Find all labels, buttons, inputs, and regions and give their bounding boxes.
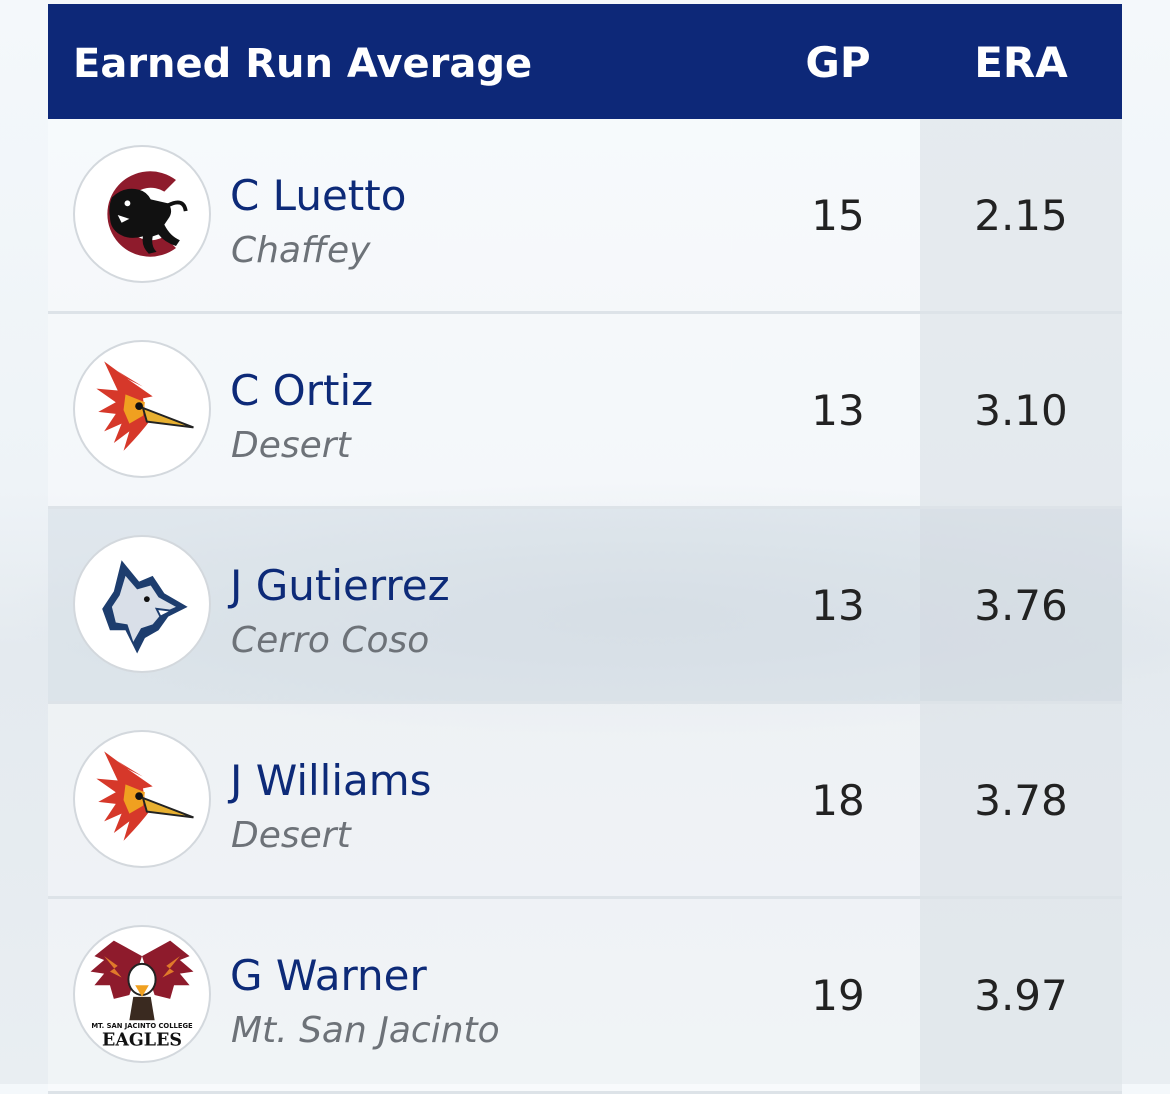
table-row[interactable]: J Williams Desert 18 3.78 <box>48 704 1122 899</box>
era-value: 3.10 <box>974 386 1068 435</box>
panther-logo-icon <box>73 145 211 283</box>
era-cell-background <box>920 119 1122 311</box>
era-cell-background <box>920 704 1122 896</box>
svg-text:EAGLES: EAGLES <box>102 1030 182 1050</box>
table-row[interactable]: J Gutierrez Cerro Coso 13 3.76 <box>48 509 1122 704</box>
games-played-value: 13 <box>811 386 865 435</box>
team-name: Cerro Coso <box>231 620 430 661</box>
team-name: Desert <box>231 815 351 856</box>
column-header-era[interactable]: ERA <box>974 38 1068 87</box>
team-name: Chaffey <box>231 230 371 271</box>
player-name[interactable]: C Luetto <box>230 171 407 220</box>
games-played-value: 19 <box>811 971 865 1020</box>
team-name: Mt. San Jacinto <box>231 1010 500 1051</box>
coyote-logo-icon <box>73 535 211 673</box>
player-name[interactable]: J Gutierrez <box>230 561 450 610</box>
games-played-value: 15 <box>811 191 865 240</box>
roadrunner-logo-icon <box>73 730 211 868</box>
team-name: Desert <box>231 425 351 466</box>
player-name[interactable]: J Williams <box>230 756 432 805</box>
era-value: 3.76 <box>974 581 1068 630</box>
era-cell-background <box>920 314 1122 506</box>
table-header: Earned Run Average GP ERA <box>48 4 1122 119</box>
player-name[interactable]: C Ortiz <box>230 366 374 415</box>
svg-text:MT. SAN JACINTO COLLEGE: MT. SAN JACINTO COLLEGE <box>91 1022 193 1030</box>
games-played-value: 18 <box>811 776 865 825</box>
table-row[interactable]: MT. SAN JACINTO COLLEGE EAGLES G Warner … <box>48 899 1122 1094</box>
leaderboard-table: Earned Run Average GP ERA C Luetto Chaff… <box>48 4 1122 1094</box>
column-header-gp[interactable]: GP <box>805 38 871 87</box>
era-value: 3.97 <box>974 971 1068 1020</box>
eagle-logo-icon: MT. SAN JACINTO COLLEGE EAGLES <box>73 925 211 1063</box>
table-row[interactable]: C Ortiz Desert 13 3.10 <box>48 314 1122 509</box>
games-played-value: 13 <box>811 581 865 630</box>
table-row[interactable]: C Luetto Chaffey 15 2.15 <box>48 119 1122 314</box>
player-name[interactable]: G Warner <box>230 951 427 1000</box>
era-value: 3.78 <box>974 776 1068 825</box>
table-body: C Luetto Chaffey 15 2.15 C Ortiz Desert … <box>48 119 1122 1094</box>
era-cell-background <box>920 509 1122 701</box>
roadrunner-logo-icon <box>73 340 211 478</box>
era-cell-background <box>920 899 1122 1091</box>
era-value: 2.15 <box>974 191 1068 240</box>
table-title: Earned Run Average <box>73 41 533 87</box>
